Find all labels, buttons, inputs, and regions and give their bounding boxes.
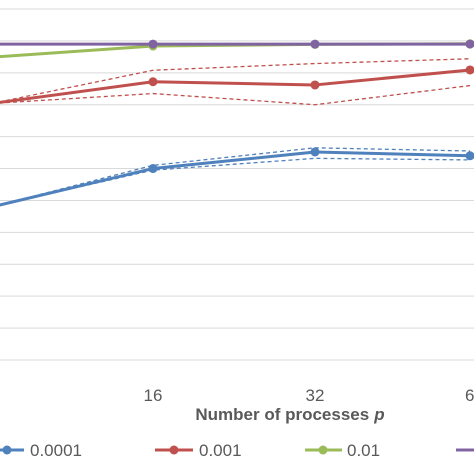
x-axis-title: Number of processes p xyxy=(195,405,384,424)
series-0-point xyxy=(465,151,474,161)
legend-marker-0.001 xyxy=(169,445,179,455)
series-3-point xyxy=(465,39,474,49)
legend-marker-0.0001 xyxy=(2,445,12,455)
legend-label-0.001: 0.001 xyxy=(199,441,242,460)
series-1-point xyxy=(465,65,474,75)
legend-marker-0.01 xyxy=(318,445,328,455)
x-tick-label: 32 xyxy=(306,386,325,405)
series-1-band-upper xyxy=(0,58,471,103)
series-lines xyxy=(0,42,471,207)
legend-label-0.0001: 0.0001 xyxy=(30,441,82,460)
legend-item-0.0001: 0.0001 xyxy=(0,441,82,460)
legend-item-0.01: 0.01 xyxy=(305,441,380,460)
legend-label-0.01: 0.01 xyxy=(347,441,380,460)
series-1-line xyxy=(0,68,471,104)
x-tick-label: 6 xyxy=(465,386,474,405)
confidence-bands xyxy=(0,58,471,206)
series-1-point xyxy=(310,80,320,90)
series-markers xyxy=(148,39,474,174)
x-tick-label: 16 xyxy=(144,386,163,405)
series-0-point xyxy=(148,164,158,174)
legend-item-0.001: 0.001 xyxy=(155,441,242,460)
series-1-band-lower xyxy=(0,84,471,106)
series-0-band-upper xyxy=(0,147,471,206)
legend: 0.0001 0.001 0.01 xyxy=(0,441,474,460)
series-1-point xyxy=(148,77,158,87)
series-2-line xyxy=(0,42,471,59)
series-0-point xyxy=(310,147,320,157)
x-axis-title-variable: p xyxy=(373,405,384,424)
series-0-line xyxy=(0,150,471,207)
x-axis-ticks: 16 32 6 xyxy=(144,386,474,405)
series-3-point xyxy=(310,39,320,49)
x-axis-title-main: Number of processes xyxy=(195,405,369,424)
series-0-band-lower xyxy=(0,157,471,206)
gridlines xyxy=(0,8,474,361)
series-3-point xyxy=(148,39,158,49)
